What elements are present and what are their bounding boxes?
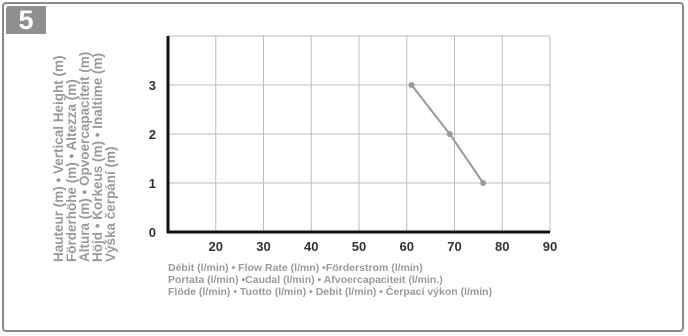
grid <box>168 35 551 232</box>
x-tick-label: 70 <box>447 239 461 254</box>
data-point <box>446 131 453 137</box>
y-tick-label: 2 <box>149 127 156 142</box>
series <box>408 82 487 186</box>
x-axis-label-line-2: Portata (l/min) •Caudal (l/min) • Afvoer… <box>168 274 443 286</box>
x-tick-label: 30 <box>256 239 270 254</box>
x-tick-label: 60 <box>400 239 414 254</box>
y-tick-label: 0 <box>149 225 156 240</box>
figure-number: 5 <box>18 5 34 35</box>
tick-labels: 20 30 40 50 60 70 80 90 0 1 2 3 <box>149 78 557 254</box>
x-tick-label: 80 <box>495 239 509 254</box>
x-tick-label: 90 <box>543 239 557 254</box>
axes <box>166 36 550 234</box>
x-tick-label: 40 <box>304 239 318 254</box>
figure-frame: 5 <box>2 2 684 332</box>
data-point <box>408 82 415 88</box>
x-axis-label-line-1: Débit (l/min) • Flow Rate (l/mn) •Förder… <box>168 262 423 274</box>
x-axis-label-line-3: Flöde (l/min) • Tuotto (l/min) • Debit (… <box>168 286 493 298</box>
x-tick-label: 50 <box>352 239 366 254</box>
figure-number-badge: 5 <box>6 5 46 35</box>
x-tick-label: 20 <box>209 239 223 254</box>
y-tick-label: 1 <box>149 176 156 191</box>
data-point <box>480 180 487 186</box>
y-tick-label: 3 <box>149 78 156 93</box>
